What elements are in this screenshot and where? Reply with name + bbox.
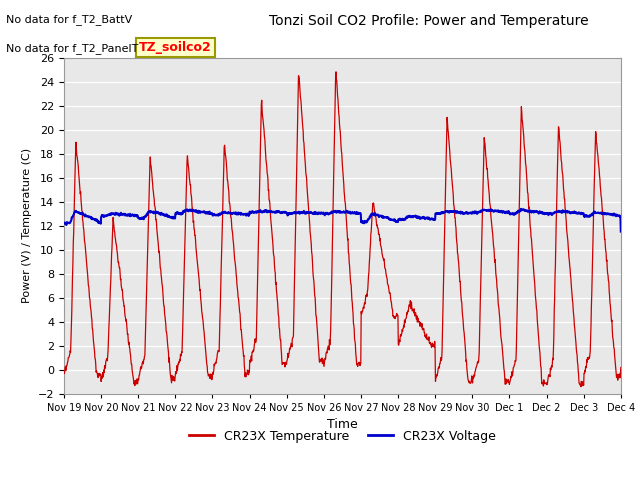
- Text: Tonzi Soil CO2 Profile: Power and Temperature: Tonzi Soil CO2 Profile: Power and Temper…: [269, 14, 588, 28]
- Text: No data for f_T2_BattV: No data for f_T2_BattV: [6, 14, 132, 25]
- X-axis label: Time: Time: [327, 418, 358, 431]
- Y-axis label: Power (V) / Temperature (C): Power (V) / Temperature (C): [22, 148, 32, 303]
- Text: No data for f_T2_PanelT: No data for f_T2_PanelT: [6, 43, 139, 54]
- Text: TZ_soilco2: TZ_soilco2: [139, 41, 212, 54]
- Legend: CR23X Temperature, CR23X Voltage: CR23X Temperature, CR23X Voltage: [184, 425, 501, 448]
